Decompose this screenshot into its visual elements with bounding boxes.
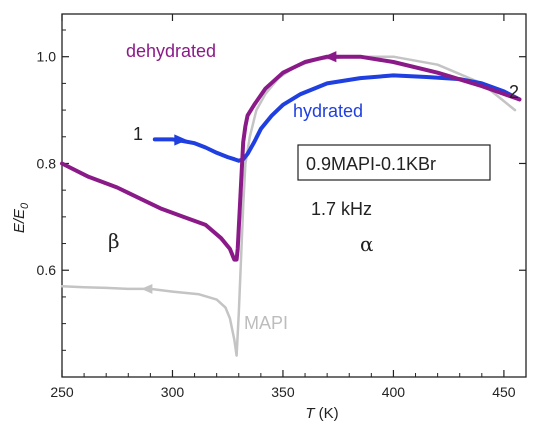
- mapi-label: MAPI: [244, 313, 288, 333]
- series-layer: [60, 54, 522, 357]
- x-tick-label: 350: [271, 384, 295, 400]
- x-axis-title: T (K): [305, 405, 338, 422]
- y-tick-label: 0.6: [37, 262, 57, 278]
- y-tick-label: 0.8: [37, 155, 57, 171]
- y-axis-title: E/E0: [11, 202, 31, 233]
- plot-frame: [61, 13, 527, 378]
- beta-phase-label: β: [108, 229, 120, 253]
- hydrated-label: hydrated: [293, 101, 363, 121]
- mapi-direction-arrow: [141, 284, 153, 294]
- composition-box: [297, 144, 491, 181]
- hydrated-direction-arrow: [174, 134, 188, 146]
- composition-label: 0.9MAPI-0.1KBr: [306, 154, 436, 174]
- x-tick-label: 250: [50, 384, 74, 400]
- x-tick-label: 300: [161, 384, 185, 400]
- y-tick-label: 1.0: [37, 49, 57, 65]
- x-tick-label: 400: [382, 384, 406, 400]
- alpha-phase-label: α: [360, 232, 374, 256]
- end-marker-label: 2: [509, 82, 519, 102]
- series-line-hydrated: [152, 73, 522, 163]
- dehydrated-direction-arrow: [323, 51, 337, 63]
- y-axis-ticks: 0.6 0.8 1.0: [37, 29, 526, 351]
- x-tick-label: 450: [492, 384, 516, 400]
- series-line-dehydrated: [60, 54, 522, 262]
- arrow-layer: [141, 51, 337, 294]
- x-axis-ticks: 250 300 350 400 450: [50, 14, 527, 400]
- dehydrated-label: dehydrated: [126, 41, 216, 61]
- start-marker-label: 1: [133, 124, 143, 144]
- frequency-label: 1.7 kHz: [311, 199, 372, 219]
